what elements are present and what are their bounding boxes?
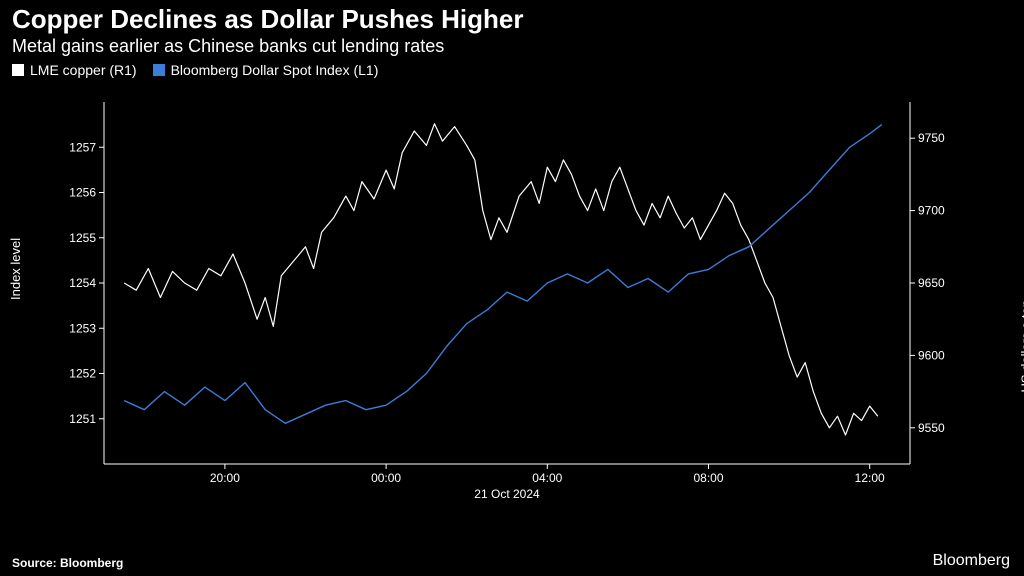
svg-text:9550: 9550 — [918, 421, 945, 435]
chart-subtitle: Metal gains earlier as Chinese banks cut… — [12, 36, 444, 57]
legend-swatch-copper — [12, 64, 24, 76]
svg-text:21 Oct 2024: 21 Oct 2024 — [474, 487, 540, 501]
svg-text:1256: 1256 — [69, 186, 96, 200]
legend-item-copper: LME copper (R1) — [12, 62, 137, 78]
chart-title: Copper Declines as Dollar Pushes Higher — [12, 4, 524, 35]
legend-item-dollar: Bloomberg Dollar Spot Index (L1) — [153, 62, 379, 78]
svg-text:1253: 1253 — [69, 321, 96, 335]
svg-text:9650: 9650 — [918, 276, 945, 290]
y-right-axis-label: US dollars a ton — [1018, 300, 1024, 393]
legend-label-copper: LME copper (R1) — [30, 62, 137, 78]
svg-text:08:00: 08:00 — [693, 471, 723, 485]
legend-swatch-dollar — [153, 64, 165, 76]
svg-text:9700: 9700 — [918, 204, 945, 218]
svg-text:04:00: 04:00 — [532, 471, 562, 485]
svg-text:12:00: 12:00 — [855, 471, 885, 485]
svg-text:9750: 9750 — [918, 131, 945, 145]
svg-text:1252: 1252 — [69, 367, 96, 381]
legend: LME copper (R1) Bloomberg Dollar Spot In… — [12, 62, 378, 78]
svg-text:1257: 1257 — [69, 140, 96, 154]
svg-text:9600: 9600 — [918, 348, 945, 362]
chart-svg: 1251 1252 1253 1254 1255 1256 1257 9550 9600 9650… — [60, 92, 960, 512]
svg-text:20:00: 20:00 — [210, 471, 240, 485]
brand-text: Bloomberg — [933, 552, 1010, 570]
svg-text:1255: 1255 — [69, 231, 96, 245]
svg-text:1251: 1251 — [69, 412, 96, 426]
svg-text:1254: 1254 — [69, 276, 96, 290]
legend-label-dollar: Bloomberg Dollar Spot Index (L1) — [171, 62, 379, 78]
plot-area: 1251 1252 1253 1254 1255 1256 1257 9550 9600 9650… — [60, 92, 960, 512]
svg-text:00:00: 00:00 — [371, 471, 401, 485]
source-text: Source: Bloomberg — [12, 556, 123, 570]
chart-container: Copper Declines as Dollar Pushes Higher … — [0, 0, 1024, 576]
y-left-axis-label: Index level — [8, 238, 23, 300]
